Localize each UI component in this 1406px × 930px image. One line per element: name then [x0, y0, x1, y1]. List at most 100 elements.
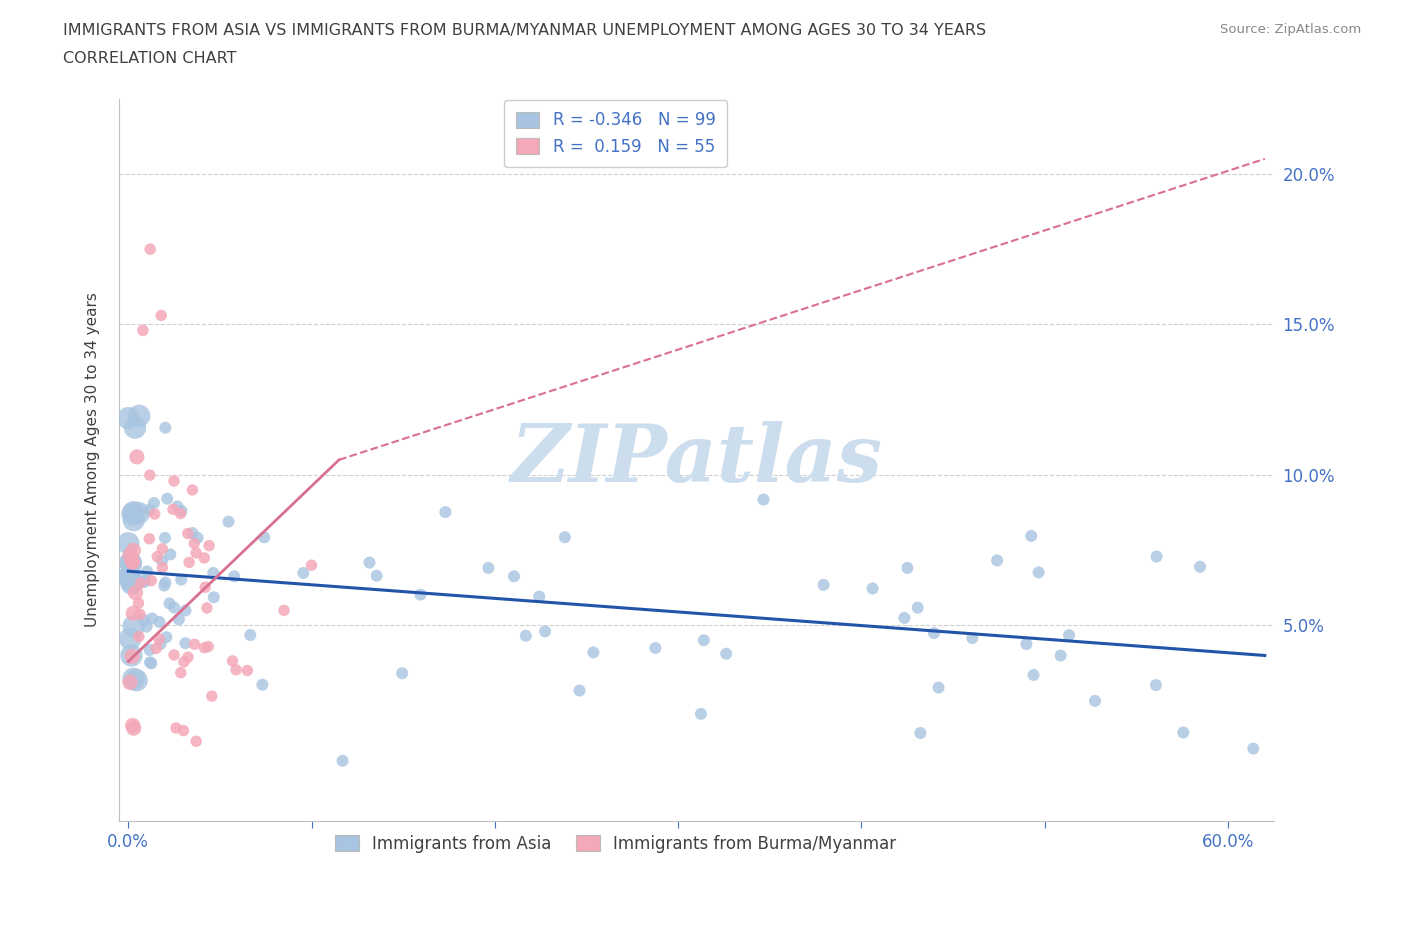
- Point: [117, 411, 139, 426]
- Point: [155, 630, 177, 644]
- Y-axis label: Unemployment Among Ages 30 to 34 years: Unemployment Among Ages 30 to 34 years: [86, 292, 100, 627]
- Point: [166, 499, 188, 514]
- Point: [239, 628, 262, 643]
- Point: [170, 572, 193, 587]
- Point: [129, 576, 152, 591]
- Point: [127, 596, 149, 611]
- Point: [121, 554, 143, 569]
- Point: [644, 641, 666, 656]
- Point: [896, 561, 918, 576]
- Point: [117, 536, 139, 551]
- Point: [292, 565, 315, 580]
- Point: [159, 547, 181, 562]
- Point: [224, 569, 246, 584]
- Point: [962, 631, 984, 645]
- Point: [163, 600, 186, 615]
- Point: [862, 581, 884, 596]
- Point: [118, 548, 141, 563]
- Point: [125, 449, 148, 464]
- Point: [1241, 741, 1264, 756]
- Point: [139, 655, 162, 670]
- Point: [136, 564, 159, 578]
- Point: [121, 554, 143, 569]
- Point: [122, 605, 145, 620]
- Legend: Immigrants from Asia, Immigrants from Burma/Myanmar: Immigrants from Asia, Immigrants from Bu…: [329, 829, 903, 859]
- Point: [693, 632, 716, 647]
- Point: [202, 565, 225, 580]
- Point: [122, 512, 145, 527]
- Point: [582, 644, 605, 659]
- Point: [1146, 549, 1168, 564]
- Point: [221, 654, 243, 669]
- Point: [922, 626, 945, 641]
- Point: [1022, 668, 1045, 683]
- Point: [391, 666, 413, 681]
- Point: [156, 491, 179, 506]
- Point: [986, 553, 1008, 568]
- Point: [143, 507, 166, 522]
- Point: [121, 574, 143, 589]
- Point: [121, 718, 143, 733]
- Point: [134, 575, 156, 590]
- Point: [218, 514, 240, 529]
- Point: [202, 590, 225, 604]
- Point: [273, 603, 295, 618]
- Point: [186, 734, 208, 749]
- Point: [1173, 725, 1195, 740]
- Point: [122, 505, 145, 520]
- Point: [149, 636, 172, 651]
- Point: [534, 624, 557, 639]
- Point: [236, 663, 259, 678]
- Point: [141, 656, 163, 671]
- Point: [142, 496, 165, 511]
- Point: [714, 646, 737, 661]
- Point: [1144, 678, 1167, 693]
- Point: [159, 596, 181, 611]
- Point: [907, 600, 929, 615]
- Point: [1057, 628, 1080, 643]
- Point: [148, 615, 170, 630]
- Point: [128, 506, 150, 521]
- Point: [1049, 648, 1071, 663]
- Point: [121, 576, 143, 591]
- Point: [193, 551, 215, 565]
- Point: [181, 483, 204, 498]
- Point: [162, 502, 184, 517]
- Point: [138, 643, 160, 658]
- Point: [690, 707, 713, 722]
- Point: [128, 408, 150, 423]
- Point: [893, 610, 915, 625]
- Point: [477, 561, 499, 576]
- Point: [1028, 565, 1050, 580]
- Point: [132, 613, 155, 628]
- Point: [366, 568, 388, 583]
- Point: [197, 639, 219, 654]
- Point: [409, 587, 432, 602]
- Point: [225, 662, 247, 677]
- Point: [170, 503, 193, 518]
- Point: [122, 671, 145, 686]
- Point: [928, 680, 950, 695]
- Point: [1084, 694, 1107, 709]
- Point: [134, 573, 156, 588]
- Point: [359, 555, 381, 570]
- Point: [148, 631, 170, 646]
- Point: [117, 569, 139, 584]
- Point: [554, 530, 576, 545]
- Point: [1015, 637, 1038, 652]
- Point: [163, 647, 186, 662]
- Point: [124, 585, 146, 600]
- Point: [155, 420, 177, 435]
- Point: [155, 575, 177, 590]
- Point: [173, 655, 195, 670]
- Point: [177, 650, 200, 665]
- Point: [132, 323, 155, 338]
- Point: [434, 505, 457, 520]
- Point: [194, 579, 217, 594]
- Point: [1188, 559, 1211, 574]
- Text: IMMIGRANTS FROM ASIA VS IMMIGRANTS FROM BURMA/MYANMAR UNEMPLOYMENT AMONG AGES 30: IMMIGRANTS FROM ASIA VS IMMIGRANTS FROM …: [63, 23, 987, 38]
- Point: [146, 550, 169, 565]
- Point: [252, 677, 274, 692]
- Point: [122, 543, 145, 558]
- Point: [150, 308, 173, 323]
